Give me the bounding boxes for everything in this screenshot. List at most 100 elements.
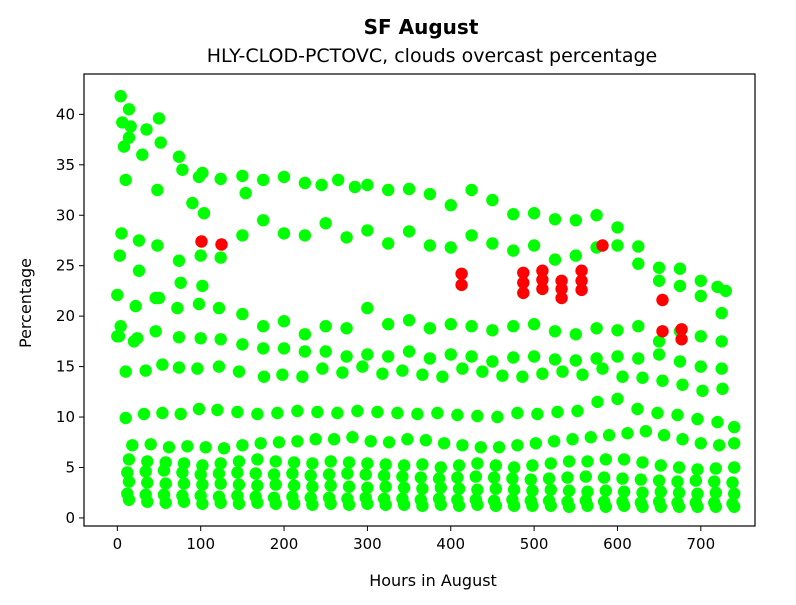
data-point <box>277 170 291 184</box>
data-point <box>236 439 249 452</box>
data-point <box>319 345 332 358</box>
data-point <box>171 301 184 315</box>
data-point <box>231 405 244 419</box>
data-point <box>452 482 466 495</box>
data-point <box>257 370 271 383</box>
data-point <box>306 457 319 470</box>
data-point <box>544 457 557 470</box>
data-point <box>172 254 186 267</box>
data-point <box>298 176 312 190</box>
data-point <box>232 455 246 468</box>
highlight-point <box>675 323 688 336</box>
data-point <box>507 499 521 512</box>
data-point <box>397 459 411 472</box>
data-point <box>196 166 209 180</box>
data-point <box>672 500 686 513</box>
data-point <box>561 471 574 484</box>
data-point <box>214 477 227 490</box>
chart-subtitle: HLY-CLOD-PCTOVC, clouds overcast percent… <box>207 45 657 67</box>
data-point <box>251 407 264 421</box>
data-point <box>396 470 409 483</box>
data-point <box>636 371 649 384</box>
data-point <box>437 437 451 450</box>
data-point <box>315 178 328 192</box>
data-point <box>122 103 136 116</box>
data-point <box>257 173 270 187</box>
data-point <box>181 440 194 453</box>
data-point <box>316 362 329 375</box>
x-axis-ticks: 0 100 200 300 400 500 600 700 <box>113 526 715 553</box>
data-point <box>556 365 569 378</box>
data-point <box>379 498 392 511</box>
data-point <box>311 405 324 419</box>
data-point <box>672 461 686 474</box>
data-point <box>174 407 187 421</box>
data-point <box>569 354 582 367</box>
data-point <box>141 476 154 489</box>
data-point <box>569 214 582 227</box>
data-point <box>576 368 589 381</box>
highlight-point <box>536 273 549 286</box>
data-point <box>177 495 191 508</box>
data-point <box>632 257 645 270</box>
data-point <box>599 500 612 513</box>
data-point <box>621 427 634 440</box>
data-point <box>694 289 707 303</box>
data-point <box>122 475 136 488</box>
data-point <box>474 441 487 454</box>
data-point <box>616 472 629 485</box>
data-point <box>361 301 374 315</box>
data-point <box>236 307 249 321</box>
data-point <box>251 496 264 509</box>
data-point <box>356 360 369 373</box>
data-point <box>342 498 356 511</box>
data-point <box>351 404 364 418</box>
data-point <box>590 209 603 222</box>
data-point <box>526 484 539 497</box>
data-point <box>126 439 139 452</box>
data-point <box>465 350 478 363</box>
x-tick-label: 700 <box>686 535 715 553</box>
x-axis-label: Hours in August <box>369 571 497 590</box>
data-point <box>444 199 457 212</box>
data-point <box>511 406 524 420</box>
data-point <box>489 482 502 495</box>
data-point <box>340 231 353 244</box>
data-point <box>691 412 704 426</box>
data-point <box>639 425 652 438</box>
data-point <box>176 163 189 176</box>
data-point <box>434 481 447 494</box>
highlight-point <box>455 267 468 280</box>
data-point <box>584 431 597 444</box>
y-tick-label: 15 <box>56 358 75 376</box>
highlight-point <box>596 239 609 252</box>
data-point <box>579 470 592 483</box>
data-point <box>232 478 246 491</box>
highlight-point <box>675 333 688 346</box>
data-point <box>319 217 332 230</box>
data-point <box>211 403 224 417</box>
highlight-point <box>517 286 530 300</box>
data-point <box>434 498 447 511</box>
data-point <box>132 234 146 247</box>
data-point <box>486 355 499 368</box>
data-point <box>581 499 594 512</box>
data-point <box>465 183 478 197</box>
data-point <box>636 456 649 469</box>
data-point <box>122 131 136 144</box>
data-point <box>257 342 270 355</box>
data-point <box>401 433 414 446</box>
data-point <box>489 459 502 472</box>
data-point <box>269 478 282 491</box>
data-point <box>197 207 211 220</box>
y-tick-label: 35 <box>56 156 75 174</box>
data-point <box>652 474 666 487</box>
data-point <box>214 496 227 509</box>
data-point <box>673 279 687 293</box>
data-point <box>327 433 341 446</box>
data-point <box>306 480 319 493</box>
data-point <box>267 468 281 481</box>
data-point <box>491 410 504 424</box>
data-point <box>236 338 249 351</box>
